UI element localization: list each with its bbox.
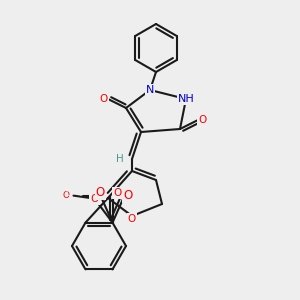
Text: O: O — [75, 193, 76, 194]
Text: O: O — [123, 189, 132, 202]
Text: O: O — [62, 191, 70, 200]
Text: O: O — [198, 115, 207, 125]
Text: O: O — [113, 188, 121, 198]
Text: H: H — [116, 154, 124, 164]
Text: O: O — [128, 214, 136, 224]
Text: O: O — [99, 94, 108, 104]
Text: N: N — [146, 85, 154, 95]
Text: NH: NH — [178, 94, 194, 104]
Text: O: O — [66, 189, 73, 198]
Text: O: O — [90, 194, 99, 204]
Text: O: O — [64, 193, 66, 194]
Text: O: O — [96, 186, 105, 199]
Text: O: O — [80, 195, 81, 196]
